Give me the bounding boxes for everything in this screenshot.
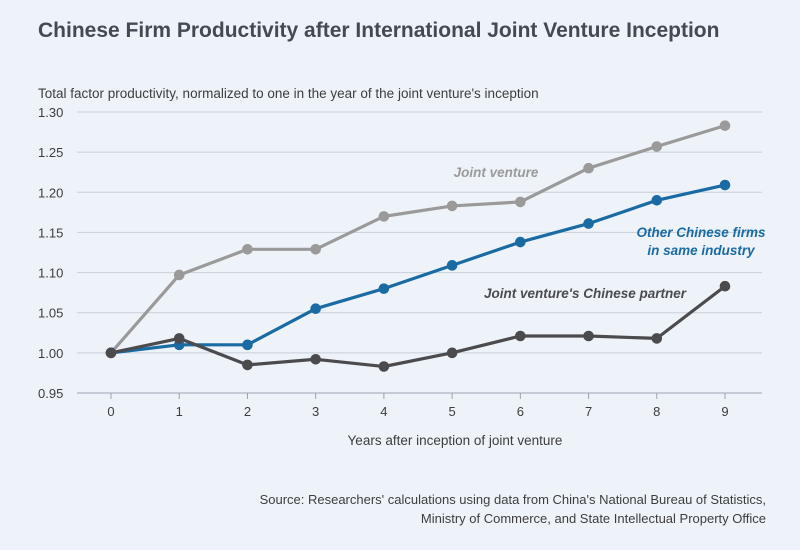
data-point xyxy=(651,141,663,152)
x-tick-label: 8 xyxy=(653,404,660,419)
data-point xyxy=(378,211,390,222)
data-point xyxy=(651,333,663,344)
data-point xyxy=(242,243,253,255)
data-point xyxy=(378,283,390,294)
x-tick-label: 1 xyxy=(176,404,183,419)
data-point xyxy=(515,330,526,342)
y-tick-label: 1.25 xyxy=(38,145,63,160)
series-label: Joint venture xyxy=(454,165,539,180)
y-tick-label: 1.30 xyxy=(38,105,63,120)
series-line xyxy=(110,183,726,355)
data-point xyxy=(378,361,390,372)
data-point xyxy=(719,280,731,292)
data-point xyxy=(105,347,117,359)
y-tick-label: 1.05 xyxy=(38,306,63,321)
data-point xyxy=(446,347,458,359)
source-line-2: Ministry of Commerce, and State Intellec… xyxy=(420,511,766,526)
y-tick-label: 1.10 xyxy=(38,266,63,281)
data-point xyxy=(310,243,321,255)
series-line xyxy=(109,124,726,354)
x-tick-label: 9 xyxy=(721,404,728,419)
series-label: Other Chinese firms xyxy=(636,225,766,240)
data-point xyxy=(310,353,321,365)
x-tick-label: 6 xyxy=(517,404,524,419)
chart-title: Chinese Firm Productivity after Internat… xyxy=(38,19,720,42)
data-point xyxy=(583,218,594,229)
data-point xyxy=(651,195,663,206)
data-point xyxy=(173,269,185,281)
x-tick-label: 0 xyxy=(107,404,114,419)
data-point xyxy=(242,359,253,371)
x-tick-label: 7 xyxy=(585,404,592,419)
data-point xyxy=(719,179,731,191)
data-point xyxy=(446,200,458,212)
series-label: Joint venture's Chinese partner xyxy=(484,286,687,301)
x-tick-label: 5 xyxy=(448,404,455,419)
data-point xyxy=(583,330,594,342)
data-point xyxy=(515,196,526,208)
data-point xyxy=(242,339,253,351)
data-point xyxy=(310,303,321,315)
data-point xyxy=(719,120,731,131)
x-tick-label: 4 xyxy=(380,404,387,419)
x-axis-label: Years after inception of joint venture xyxy=(347,433,563,448)
x-tick-label: 2 xyxy=(244,404,251,419)
data-point xyxy=(583,162,594,174)
y-tick-label: 1.15 xyxy=(38,225,63,240)
series-label: in same industry xyxy=(647,243,756,258)
y-tick-label: 1.00 xyxy=(38,346,63,361)
series-line xyxy=(110,284,726,369)
x-tick-label: 3 xyxy=(312,404,319,419)
data-point xyxy=(173,333,185,344)
y-axis-label: Total factor productivity, normalized to… xyxy=(38,86,539,101)
data-point xyxy=(446,260,458,271)
y-tick-label: 0.95 xyxy=(38,386,63,401)
source-note: Source: Researchers' calculations using … xyxy=(260,490,766,528)
source-line-1: Source: Researchers' calculations using … xyxy=(259,492,766,507)
data-point xyxy=(515,236,526,248)
y-tick-label: 1.20 xyxy=(38,185,63,200)
